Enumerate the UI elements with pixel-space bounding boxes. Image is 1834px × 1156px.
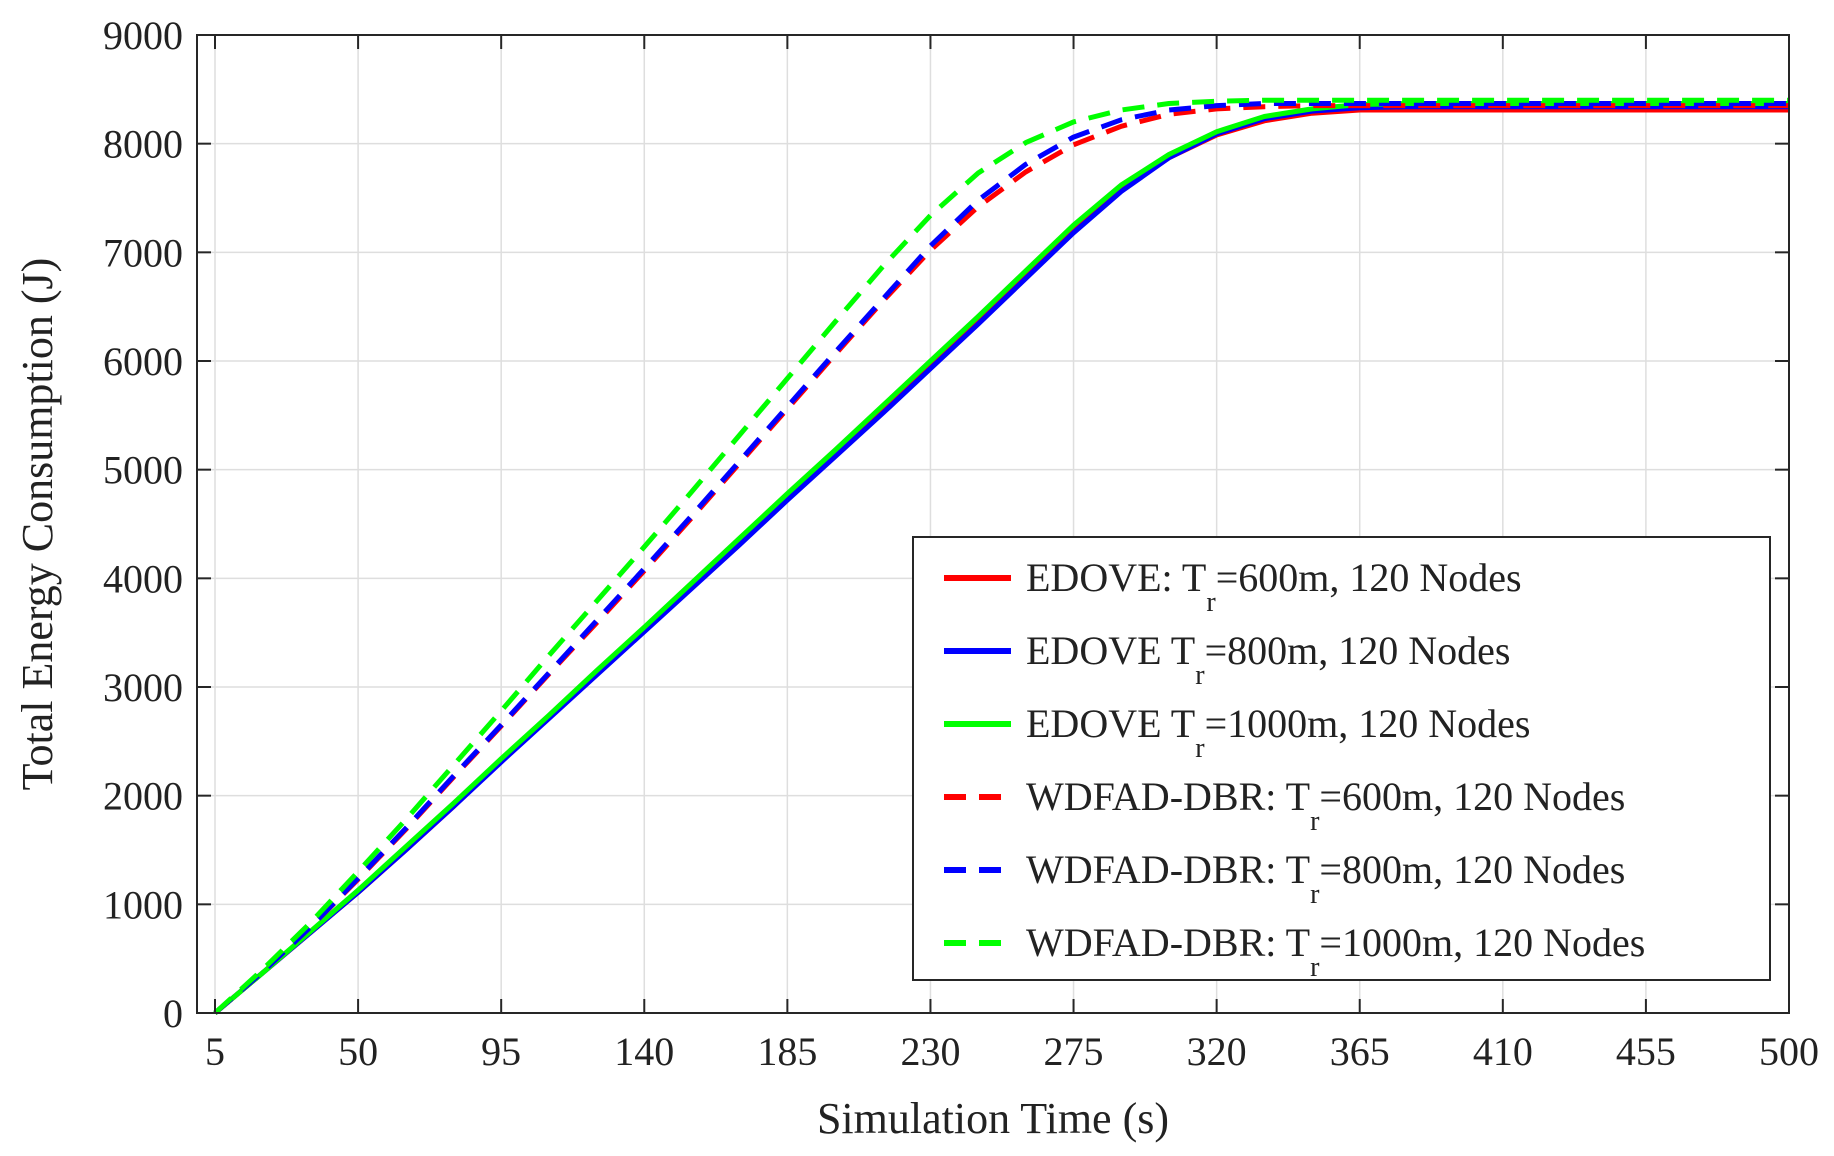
x-tick-label: 95	[481, 1029, 521, 1074]
legend-label-main: WDFAD-DBR: T	[1026, 920, 1310, 965]
series-line-5	[213, 101, 1789, 1015]
y-axis-label: Total Energy Consumption (J)	[13, 258, 62, 791]
y-tick-label: 4000	[103, 556, 183, 601]
plot-frame	[196, 34, 1790, 1014]
x-tick-label: 275	[1044, 1029, 1104, 1074]
x-tick-label: 140	[614, 1029, 674, 1074]
legend-label-rest: =1000m, 120 Nodes	[1205, 701, 1531, 746]
legend-label-subscript: r	[1206, 587, 1216, 618]
legend-label-subscript: r	[1195, 733, 1205, 764]
series-lines	[213, 97, 1789, 1015]
axis-ticks: 5 50 95 140 185 230 275 320 365 410 455 50001000200…	[103, 13, 1819, 1074]
y-tick-label: 2000	[103, 774, 183, 819]
y-tick-label: 9000	[103, 13, 183, 58]
legend-label-3: EDOVE Tr=1000m, 120 Nodes	[1026, 701, 1530, 764]
legend-label-rest: =1000m, 120 Nodes	[1319, 920, 1645, 965]
legend-label-main: EDOVE T	[1026, 701, 1195, 746]
y-tick-label: 5000	[103, 448, 183, 493]
x-tick-label: 455	[1616, 1029, 1676, 1074]
legend-label-6: WDFAD-DBR: Tr=1000m, 120 Nodes	[1026, 920, 1645, 983]
legend-label-subscript: r	[1310, 952, 1320, 983]
legend-label-main: WDFAD-DBR: T	[1026, 774, 1310, 819]
legend-box	[912, 536, 1771, 981]
series-line-6	[213, 97, 1789, 1015]
legend-label-rest: =600m, 120 Nodes	[1319, 774, 1625, 819]
legend-label-1: EDOVE: Tr=600m, 120 Nodes	[1026, 555, 1522, 618]
legend-label-subscript: r	[1195, 660, 1205, 691]
legend-label-subscript: r	[1310, 806, 1320, 837]
x-tick-label: 230	[900, 1029, 960, 1074]
x-tick-label: 410	[1473, 1029, 1533, 1074]
x-tick-label: 5	[205, 1029, 225, 1074]
y-tick-label: 6000	[103, 339, 183, 384]
x-tick-label: 50	[338, 1029, 378, 1074]
x-axis-label: Simulation Time (s)	[817, 1094, 1169, 1143]
legend-label-rest: =600m, 120 Nodes	[1216, 555, 1522, 600]
legend-label-2: EDOVE Tr=800m, 120 Nodes	[1026, 628, 1510, 691]
legend-label-main: EDOVE: T	[1026, 555, 1206, 600]
x-tick-label: 185	[757, 1029, 817, 1074]
x-tick-label: 365	[1330, 1029, 1390, 1074]
legend-label-rest: =800m, 120 Nodes	[1205, 628, 1511, 673]
x-tick-label: 500	[1759, 1029, 1819, 1074]
x-tick-label: 320	[1187, 1029, 1247, 1074]
y-tick-label: 8000	[103, 122, 183, 167]
y-tick-label: 3000	[103, 665, 183, 710]
legend-label-main: WDFAD-DBR: T	[1026, 847, 1310, 892]
legend-label-5: WDFAD-DBR: Tr=800m, 120 Nodes	[1026, 847, 1625, 910]
legend-label-4: WDFAD-DBR: Tr=600m, 120 Nodes	[1026, 774, 1625, 837]
y-tick-label: 1000	[103, 882, 183, 927]
y-tick-label: 7000	[103, 230, 183, 275]
y-tick-label: 0	[163, 991, 183, 1036]
legend-label-rest: =800m, 120 Nodes	[1319, 847, 1625, 892]
legend-label-main: EDOVE T	[1026, 628, 1195, 673]
legend-label-subscript: r	[1310, 879, 1320, 910]
